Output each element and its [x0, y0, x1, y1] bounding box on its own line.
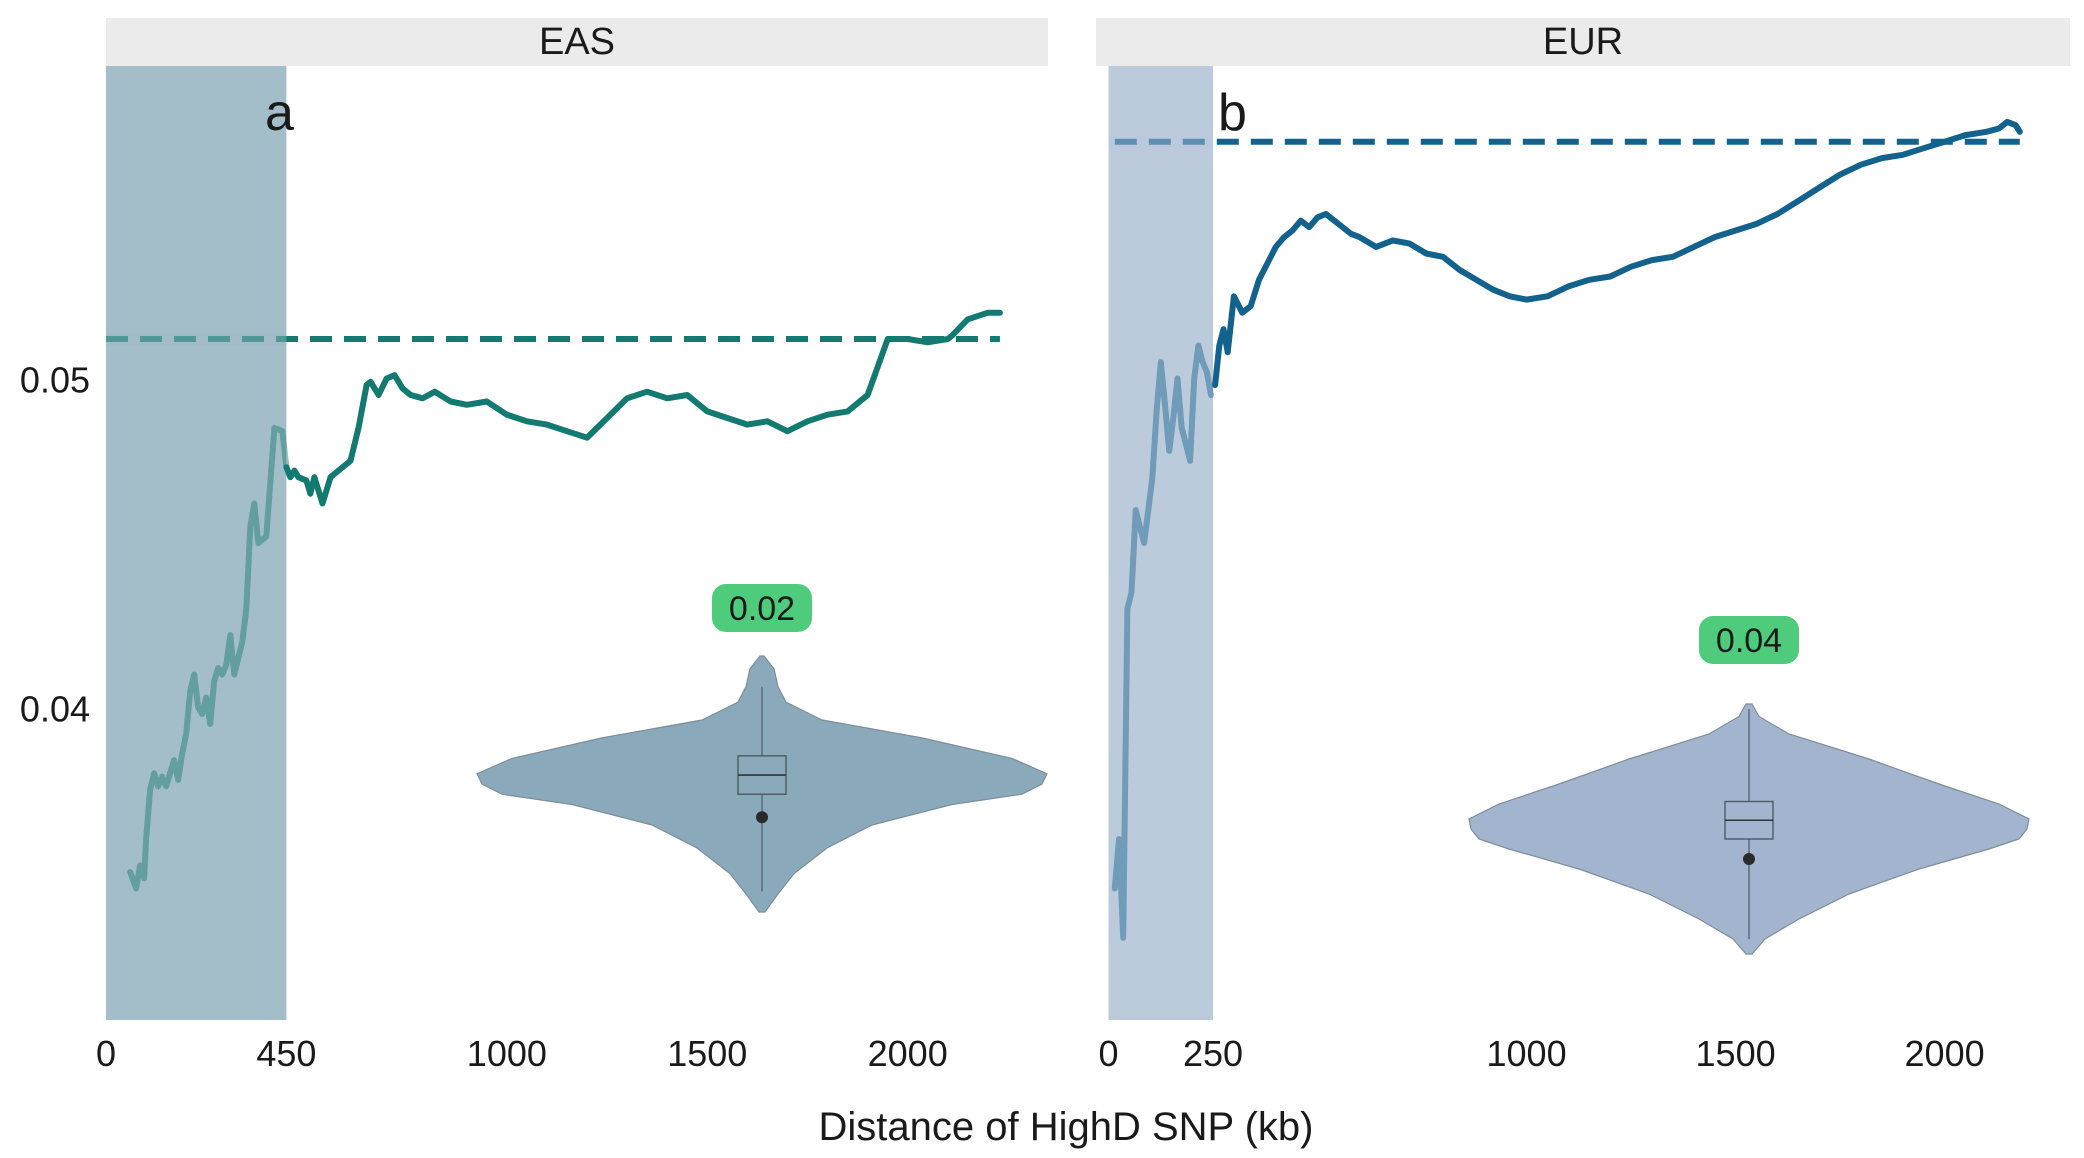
x-tick-label: 1500 — [1696, 1033, 1776, 1074]
x-tick-label: 450 — [256, 1033, 316, 1074]
series-line — [283, 309, 1003, 507]
y-tick-label: 0.05 — [20, 360, 90, 401]
violin-point — [756, 811, 768, 824]
x-tick-label: 0 — [96, 1033, 116, 1074]
facet-strip — [106, 18, 1048, 66]
reference-line-shade — [106, 333, 287, 346]
x-axis-label: Distance of HighD SNP (kb) — [819, 1105, 1314, 1149]
x-tick-label: 1500 — [667, 1033, 747, 1074]
facet-strip — [1096, 18, 2070, 66]
reference-line-shade — [1108, 135, 1214, 148]
value-badge — [712, 584, 812, 632]
value-badge-label: 0.02 — [729, 590, 795, 628]
x-tick-label: 0 — [1099, 1033, 1119, 1074]
facet-label: EUR — [1543, 21, 1623, 63]
x-tick-label: 2000 — [1905, 1033, 1985, 1074]
x-tick-label: 2000 — [868, 1033, 948, 1074]
value-badge — [1699, 616, 1799, 664]
series-line-shaded — [127, 424, 290, 892]
panel-eas: EAS a 0.04 0.05 0 450 1000 1500 2000 0.02 — [20, 18, 1048, 1074]
series-line — [1212, 118, 2023, 389]
panel-label: a — [265, 84, 294, 142]
x-tick-label: 250 — [1183, 1033, 1243, 1074]
x-tick-label: 1000 — [1487, 1033, 1567, 1074]
value-badge-label: 0.04 — [1716, 622, 1782, 660]
x-tick-label: 1000 — [467, 1033, 547, 1074]
y-tick-label: 0.04 — [20, 688, 90, 729]
series-line-shaded — [1111, 342, 1214, 941]
shaded-region — [1108, 66, 1214, 1020]
facet-label: EAS — [539, 21, 615, 63]
violin-point — [1743, 853, 1755, 865]
panel-label: b — [1218, 84, 1247, 142]
shaded-region — [106, 66, 287, 1020]
panel-eur: EUR b 0 250 1000 1500 2000 0.04 — [1096, 18, 2070, 1074]
